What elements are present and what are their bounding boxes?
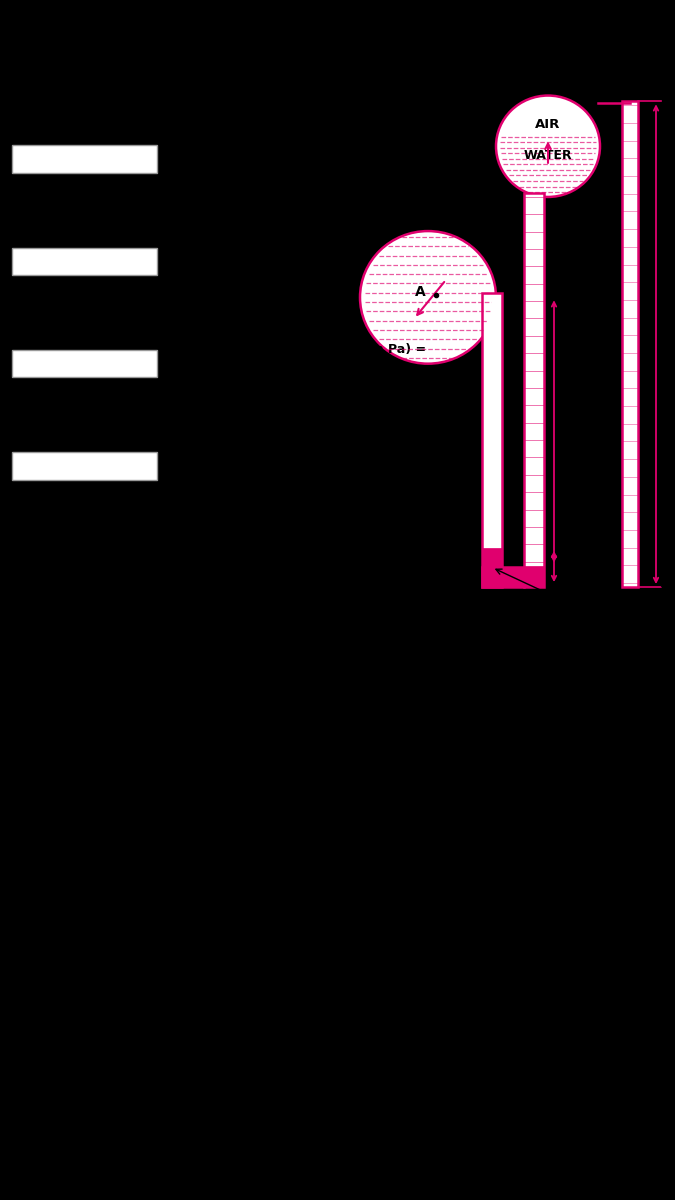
Text: B: B <box>479 132 489 145</box>
Circle shape <box>496 96 600 197</box>
Text: AIR: AIR <box>535 119 561 132</box>
Text: Sp. gr. = 13.6: Sp. gr. = 13.6 <box>616 634 675 647</box>
Text: D: D <box>560 560 570 572</box>
Bar <box>524 193 544 587</box>
Text: A differential manometer is connected at the two points A and B as shown. At B a: A differential manometer is connected at… <box>12 32 675 46</box>
Bar <box>482 568 524 587</box>
Bar <box>12 247 157 275</box>
Bar <box>482 293 502 587</box>
Bar <box>482 548 502 587</box>
Text: N/cm² (abs), find the absolute pressure at A using the following data.: N/cm² (abs), find the absolute pressure … <box>12 49 502 62</box>
Bar <box>12 145 157 173</box>
Bar <box>12 452 157 480</box>
Bar <box>524 565 544 587</box>
Bar <box>622 102 638 587</box>
Bar <box>12 350 157 377</box>
Text: MERCURY: MERCURY <box>612 617 675 629</box>
Text: E: E <box>664 337 672 350</box>
Text: - Specific Gravity of oil as 0.88; - Distance, C = 21 cm;  - Distance, D = 100 m: - Specific Gravity of oil as 0.88; - Dis… <box>12 67 675 80</box>
Text: iv) Absolute Pressure at A (in Pa) =: iv) Absolute Pressure at A (in Pa) = <box>12 445 261 458</box>
Bar <box>482 568 524 587</box>
Text: i) Air Pressure at B (in Pa) =: i) Air Pressure at B (in Pa) = <box>12 138 211 151</box>
Text: X: X <box>659 583 669 596</box>
Text: Solution:: Solution: <box>12 104 80 118</box>
Text: iii) Pressure of Mercury above X-X in the left tube (in Pa) =: iii) Pressure of Mercury above X-X in th… <box>12 343 426 356</box>
Text: OIL: OIL <box>398 373 423 386</box>
Text: X: X <box>453 583 463 596</box>
Text: ii) Pressure above X - X in the right tube (in Pa) =: ii) Pressure above X - X in the right tu… <box>12 241 362 254</box>
Circle shape <box>360 232 496 364</box>
Text: C: C <box>560 426 569 439</box>
Text: A: A <box>414 284 425 299</box>
Text: WATER: WATER <box>524 149 572 162</box>
